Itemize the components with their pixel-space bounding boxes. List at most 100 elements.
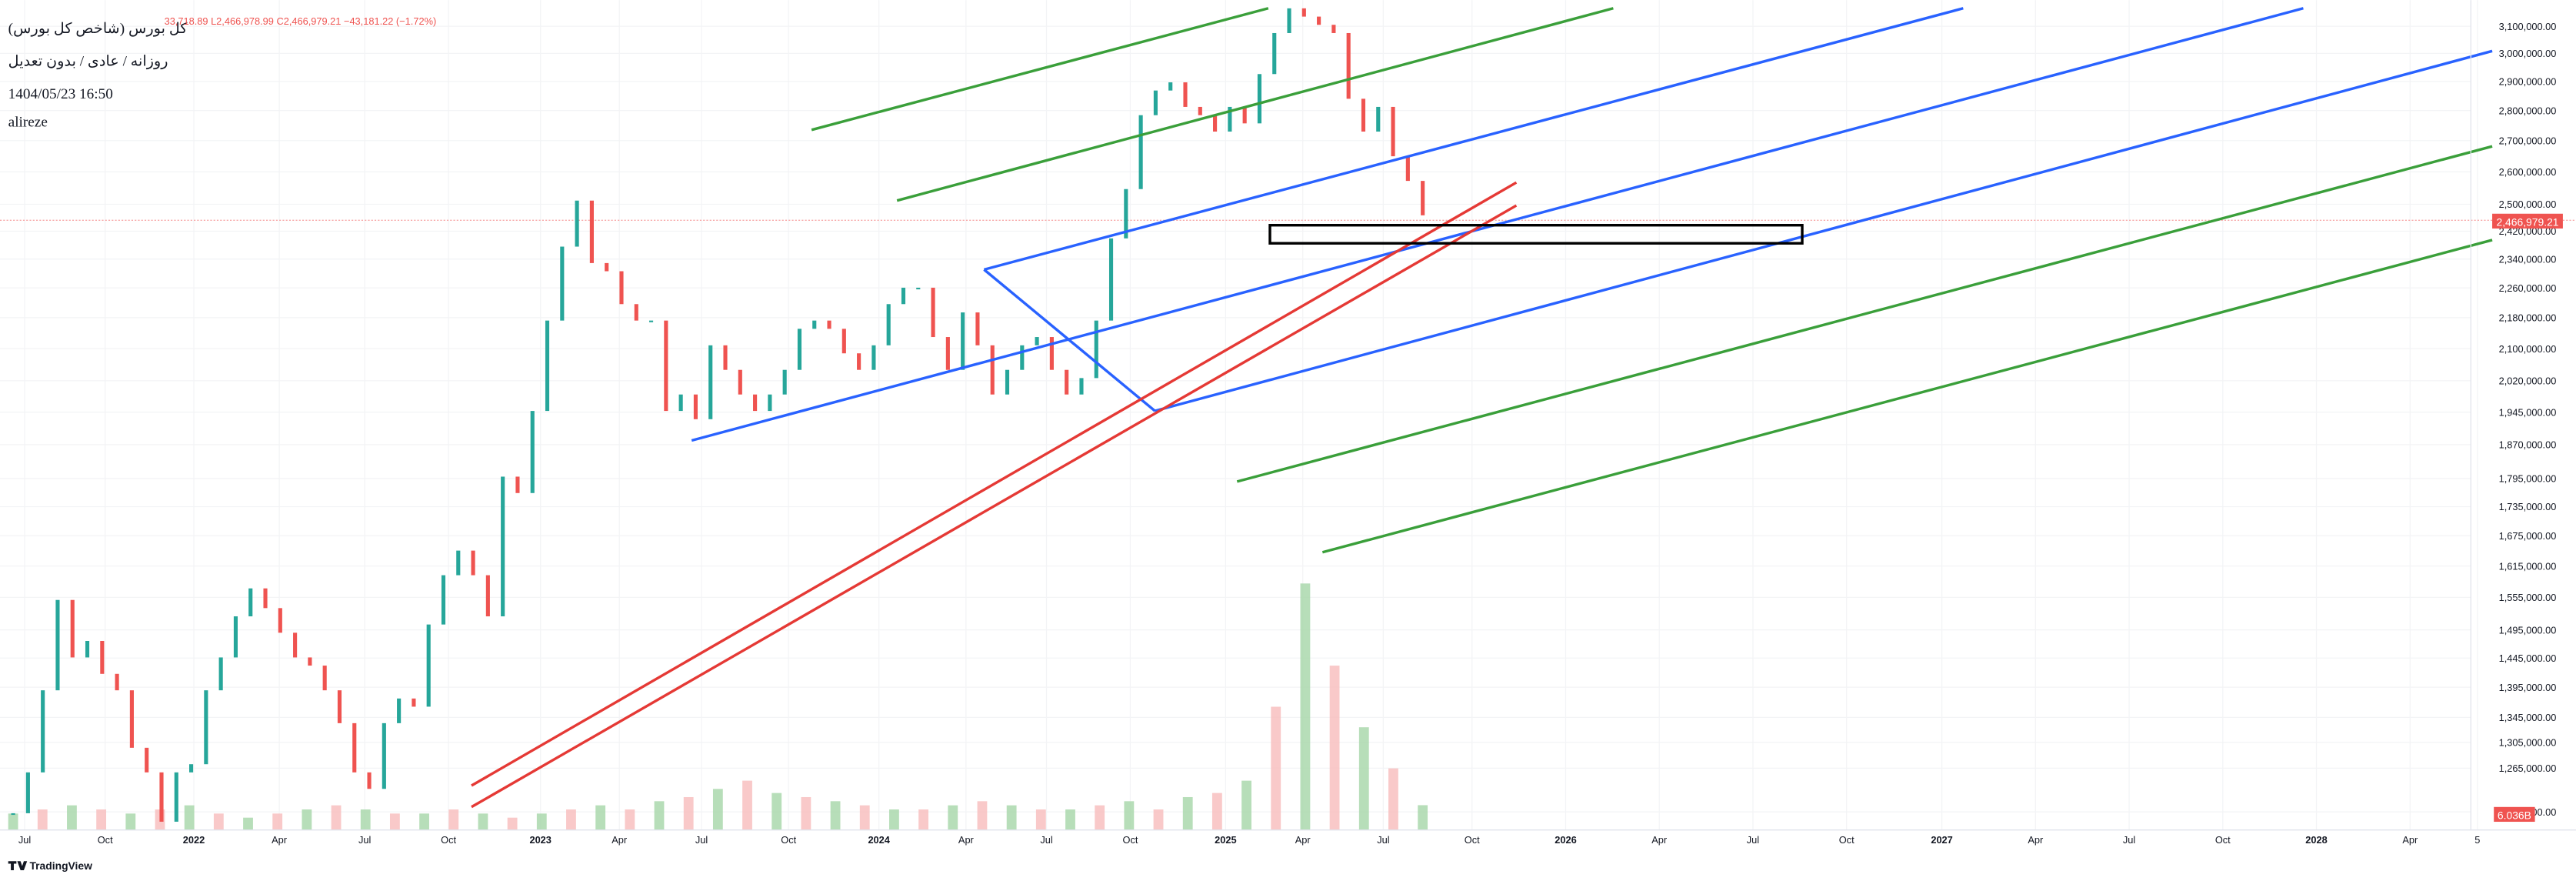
volume-bar <box>830 801 841 830</box>
candle <box>85 641 90 658</box>
volume-bar <box>712 789 723 830</box>
candles <box>11 8 1425 822</box>
y-tick-label: 1,265,000.00 <box>2499 763 2557 774</box>
volume-bar <box>331 805 342 830</box>
candle <box>619 271 624 305</box>
candle <box>1020 345 1025 370</box>
y-tick-label: 2,340,000.00 <box>2499 253 2557 265</box>
last-price-label: 2,466,979.21 <box>2496 215 2558 228</box>
x-tick-label: 2026 <box>1555 834 1576 846</box>
volume-bar <box>1329 666 1340 830</box>
candle <box>11 813 15 816</box>
volume-bar <box>1035 809 1046 830</box>
candle <box>515 476 520 493</box>
candle <box>575 200 579 247</box>
volume-bar <box>918 809 929 830</box>
y-tick-label: 1,495,000.00 <box>2499 624 2557 636</box>
candle <box>1005 369 1010 395</box>
candle <box>1301 8 1306 17</box>
candle <box>1376 106 1381 132</box>
y-tick-label: 2,700,000.00 <box>2499 135 2557 146</box>
candle <box>841 329 846 354</box>
x-tick-label: Oct <box>441 834 456 846</box>
candle <box>70 599 75 658</box>
ohlc: 33,718.89 L2,466,978.99 C2,466,979.21 −4… <box>165 15 437 27</box>
x-tick-label: Apr <box>2028 834 2044 846</box>
candle <box>1138 115 1143 189</box>
volume-bar <box>977 801 988 830</box>
trend-line <box>1236 145 2493 483</box>
y-tick-label: 1,555,000.00 <box>2499 592 2557 603</box>
candle <box>129 690 134 748</box>
x-tick-label: Oct <box>781 834 796 846</box>
candle <box>768 394 772 412</box>
candle <box>1421 181 1425 215</box>
candle <box>812 320 817 329</box>
x-tick-label: 2028 <box>2305 834 2327 846</box>
user: alireze <box>8 115 48 131</box>
trend-line <box>811 7 1269 132</box>
trend-line <box>471 181 1518 787</box>
y-tick-label: 1,305,000.00 <box>2499 737 2557 749</box>
candle <box>1213 115 1218 132</box>
x-tick-label: Oct <box>98 834 113 846</box>
trend-line <box>983 269 1156 412</box>
trend-line <box>471 204 1518 809</box>
candle <box>678 394 683 412</box>
x-tick-label: Jul <box>1377 834 1389 846</box>
rectangle <box>1268 223 1804 245</box>
candle <box>738 369 742 395</box>
candle <box>159 772 164 822</box>
volume-bar <box>595 805 606 830</box>
y-tick-label: 1,345,000.00 <box>2499 712 2557 723</box>
candle <box>901 287 906 305</box>
volume-bar <box>536 813 547 830</box>
y-tick-label: 1,615,000.00 <box>2499 560 2557 572</box>
grid <box>0 0 2478 830</box>
y-tick-label: 2,600,000.00 <box>2499 166 2557 178</box>
candle <box>1228 106 1232 132</box>
candle <box>501 476 505 617</box>
candle <box>664 320 668 412</box>
y-tick-label: 1,445,000.00 <box>2499 652 2557 664</box>
candle <box>589 200 594 263</box>
candle <box>1198 106 1202 115</box>
volume-bar <box>478 813 488 830</box>
candle <box>382 722 386 789</box>
y-tick-label: 1,675,000.00 <box>2499 530 2557 542</box>
candle <box>961 312 965 370</box>
candle <box>426 624 431 707</box>
candle <box>397 698 402 723</box>
volume-bar <box>125 813 136 830</box>
candle <box>1124 189 1128 239</box>
brand: TradingView <box>29 859 92 872</box>
trend-line <box>1321 239 2493 554</box>
y-tick-label: 2,900,000.00 <box>2499 76 2557 88</box>
candle <box>530 411 535 493</box>
candle <box>471 550 475 576</box>
volume-bar <box>419 813 429 830</box>
candle <box>322 666 327 691</box>
candle <box>352 722 357 773</box>
x-tick-label: 2023 <box>529 834 551 846</box>
candle <box>1065 369 1069 395</box>
x-tick-label: 5 <box>2474 834 2480 846</box>
x-tick-label: Jul <box>2123 834 2135 846</box>
candle <box>441 575 446 625</box>
candle <box>204 690 208 765</box>
y-tick-label: 2,020,000.00 <box>2499 375 2557 387</box>
volume-bar <box>1388 768 1398 830</box>
candle <box>693 394 698 419</box>
candle <box>975 312 980 345</box>
y-tick-label: 1,735,000.00 <box>2499 501 2557 512</box>
candle <box>605 262 609 272</box>
x-tick-label: Apr <box>2402 834 2418 846</box>
candle <box>1183 82 1188 107</box>
trend-line <box>896 7 1614 202</box>
candle <box>1168 82 1173 91</box>
candle <box>218 657 223 691</box>
volume-bar <box>683 796 694 830</box>
x-tick-label: Apr <box>1295 834 1311 846</box>
